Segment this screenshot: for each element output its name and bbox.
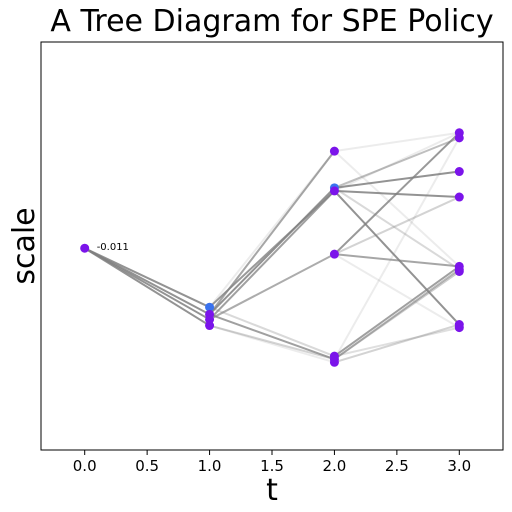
node-value-annotation-0: -0.011 — [97, 242, 129, 253]
x-tick-label-2: 1.0 — [198, 457, 222, 475]
tree-edge-26 — [333, 265, 460, 357]
tree-edge-16 — [334, 136, 460, 189]
tree-node-n2a — [329, 146, 339, 156]
x-tick-label-5: 2.5 — [385, 457, 409, 475]
tree-edge-0 — [84, 247, 210, 309]
tree-edge-24 — [334, 253, 460, 268]
tree-node-n2g — [329, 357, 339, 367]
chart-title: A Tree Diagram for SPE Policy — [50, 4, 493, 39]
tree-edge-8 — [209, 253, 335, 321]
tree-node-n1d — [205, 321, 215, 331]
tree-edge-5 — [208, 187, 336, 316]
tree-edge-6 — [208, 150, 336, 315]
tree-edge-20 — [333, 187, 460, 271]
tree-edge-17 — [334, 170, 460, 189]
x-tick-label-4: 2.0 — [323, 457, 347, 475]
x-tick-label-0: 0.0 — [73, 457, 97, 475]
tree-edge-7 — [208, 190, 336, 321]
tree-node-n3i — [454, 323, 464, 333]
tree-node-n3d — [454, 192, 464, 202]
annotations-layer: -0.011 — [97, 242, 129, 253]
tree-edge-25 — [333, 253, 460, 329]
tree-edge-13 — [209, 324, 335, 364]
tree-node-n3g — [454, 267, 464, 276]
tree-node-n3b — [454, 133, 464, 143]
tree-edge-30 — [334, 326, 460, 358]
tree-edge-14 — [334, 131, 460, 153]
tree-edge-23 — [334, 196, 460, 256]
tree-edge-27 — [333, 268, 460, 361]
tree-edge-28 — [333, 270, 460, 361]
x-axis-label: t — [266, 473, 278, 508]
tree-node-n0 — [80, 243, 90, 253]
x-tick-label-6: 3.0 — [447, 457, 471, 475]
x-axis-ticks: 0.0 0.5 1.0 1.5 2.0 2.5 3.0 — [73, 450, 471, 475]
tree-node-n3c — [454, 167, 464, 177]
x-tick-label-1: 0.5 — [135, 457, 159, 475]
edges-layer — [84, 131, 461, 364]
tree-edge-31 — [333, 137, 461, 360]
tree-edge-21 — [334, 131, 460, 192]
tree-edge-12 — [209, 324, 335, 361]
tree-node-n2d — [329, 249, 339, 259]
tree-edge-15 — [333, 150, 460, 268]
tree-edge-11 — [209, 313, 335, 361]
tree-edge-29 — [334, 323, 460, 364]
tree-edge-9 — [208, 150, 336, 308]
tree-node-n2c — [329, 186, 339, 196]
tree-edge-19 — [333, 190, 461, 326]
tree-edge-22 — [333, 132, 460, 255]
tree-node-n1a — [205, 302, 215, 312]
tree-edge-3 — [84, 247, 211, 327]
nodes-layer — [80, 128, 464, 367]
tree-edge-10 — [209, 306, 335, 358]
x-tick-label-3: 1.5 — [260, 457, 284, 475]
y-axis-label: scale — [7, 207, 42, 284]
